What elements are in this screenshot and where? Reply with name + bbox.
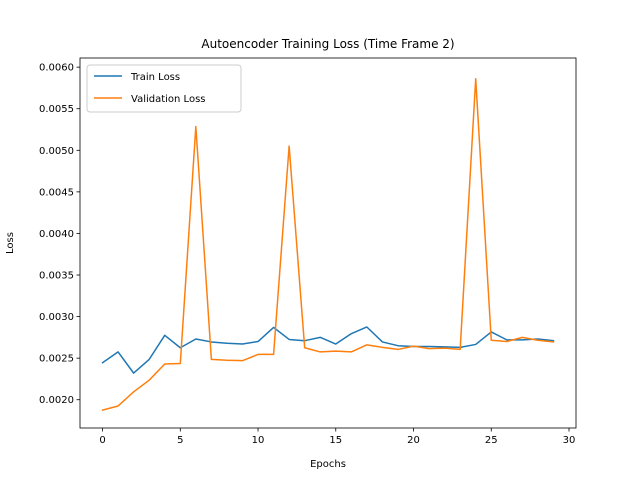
x-tick-label: 15	[329, 435, 342, 446]
legend: Train Loss Validation Loss	[86, 64, 242, 113]
y-tick-label: 0.0050	[39, 146, 74, 157]
y-axis: 0.0020 0.0025 0.0030 0.0035 0.0040 0.0045 0.00…	[39, 63, 80, 406]
y-tick-label: 0.0025	[39, 354, 74, 365]
y-axis-label: Loss	[5, 232, 16, 254]
legend-label-train: Train Loss	[130, 72, 180, 83]
chart-title: Autoencoder Training Loss (Time Frame 2)	[201, 37, 454, 51]
x-tick-label: 30	[563, 435, 576, 446]
y-tick-label: 0.0045	[39, 187, 74, 198]
series-line-train	[101, 326, 555, 374]
x-tick-label: 0	[99, 435, 105, 446]
x-axis: 0 5 10 15 20 25 30	[99, 428, 575, 446]
series-line-validation	[101, 78, 555, 412]
x-axis-label: Epochs	[310, 459, 346, 470]
y-tick-label: 0.0030	[39, 312, 74, 323]
legend-label-validation: Validation Loss	[131, 94, 206, 105]
x-tick-label: 20	[407, 435, 420, 446]
y-tick-label: 0.0060	[39, 63, 74, 74]
y-tick-label: 0.0040	[39, 229, 74, 240]
plot-area	[80, 58, 576, 428]
y-tick-label: 0.0020	[39, 395, 74, 406]
legend-box	[86, 64, 242, 113]
series-layer	[101, 78, 555, 412]
axes-frame	[79, 57, 577, 429]
x-tick-label: 10	[252, 435, 265, 446]
y-tick-label: 0.0035	[39, 271, 74, 282]
x-tick-label: 5	[177, 435, 183, 446]
x-tick-label: 25	[485, 435, 498, 446]
y-tick-label: 0.0055	[39, 104, 74, 115]
